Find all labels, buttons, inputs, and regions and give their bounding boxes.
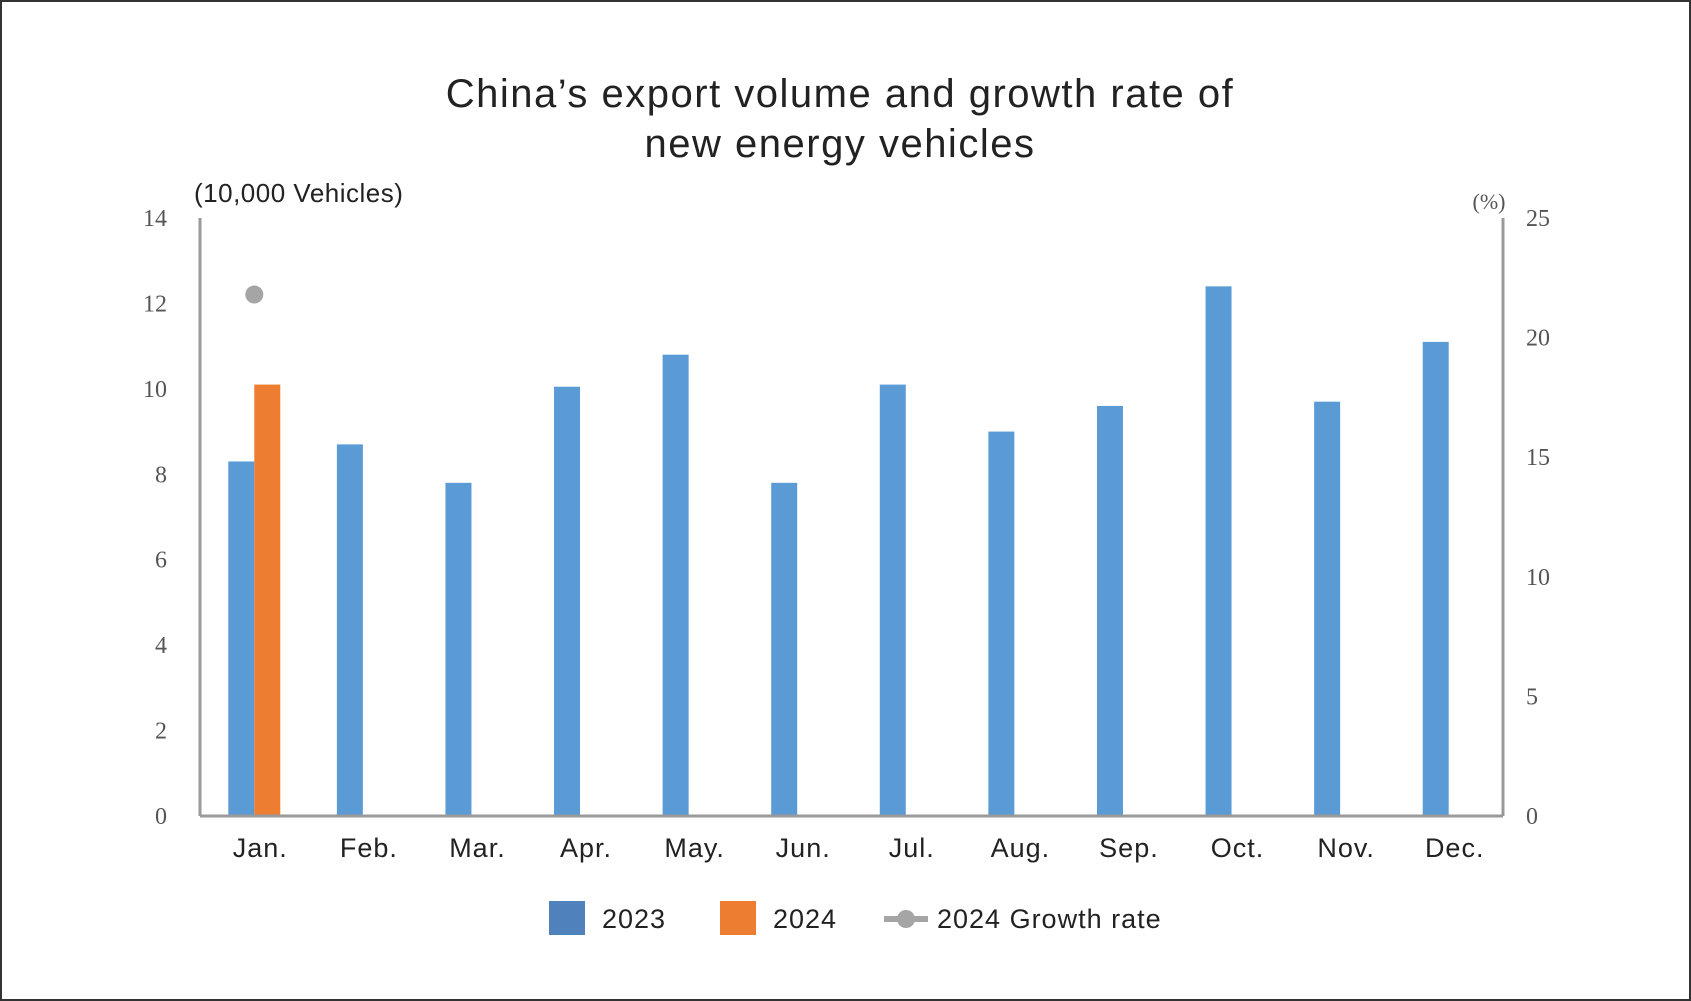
x-tick-label: Aug. [991, 833, 1051, 863]
x-tick-label: Mar. [449, 833, 506, 863]
bar-2023-dec [1422, 341, 1449, 816]
bar-2023-sep [1096, 405, 1123, 816]
bar-2023-may [662, 354, 689, 816]
legend-label-2024: 2024 [773, 904, 837, 934]
bar-2023-feb [336, 444, 363, 816]
x-tick-label: Nov. [1317, 833, 1375, 863]
bar-2023-apr [554, 386, 581, 816]
x-tick-label: Dec. [1425, 833, 1485, 863]
x-tick-label: Apr. [560, 833, 612, 863]
x-tick-label: May. [664, 833, 725, 863]
x-tick-label: Jun. [776, 833, 831, 863]
bar-2023-jan [228, 461, 255, 816]
legend-swatch-2023 [549, 901, 585, 935]
bar-2023-aug [988, 431, 1015, 816]
left-y-tick-label: 2 [155, 719, 167, 745]
chart-title-line-1: China’s export volume and growth rate of [446, 72, 1235, 116]
bar-2023-mar [445, 482, 472, 816]
left-y-tick-label: 14 [143, 206, 167, 232]
bar-2023-nov [1314, 401, 1341, 816]
x-tick-label: Sep. [1099, 833, 1159, 863]
legend-label-2023: 2023 [602, 904, 666, 934]
bar-2024-jan [254, 384, 281, 816]
left-y-tick-label: 0 [155, 804, 167, 830]
bar-2023-oct [1205, 286, 1232, 816]
x-tick-label: Jul. [889, 833, 935, 863]
left-y-tick-label: 6 [155, 548, 167, 574]
right-y-tick-label: 20 [1526, 326, 1550, 352]
left-y-tick-label: 10 [143, 377, 167, 403]
right-y-tick-label: 5 [1526, 684, 1538, 710]
bar-2023-jun [771, 482, 798, 816]
bar-2023-jul [879, 384, 906, 816]
right-y-tick-label: 15 [1526, 445, 1550, 471]
legend: 2023 2024 2024 Growth rate [549, 901, 1162, 935]
chart-title-line-2: new energy vehicles [645, 122, 1036, 166]
left-y-tick-label: 12 [143, 291, 167, 317]
legend-swatch-2024 [720, 901, 756, 935]
x-tick-label: Oct. [1211, 833, 1265, 863]
right-axis-unit-label: (%) [1473, 189, 1506, 214]
x-tick-label: Feb. [340, 833, 398, 863]
right-y-tick-label: 25 [1526, 206, 1550, 232]
left-y-tick-label: 8 [155, 462, 167, 488]
growth-rate-point-jan [245, 285, 264, 304]
legend-marker-growth [897, 910, 915, 928]
x-tick-label: Jan. [233, 833, 288, 863]
right-y-tick-label: 10 [1526, 565, 1550, 591]
legend-label-growth-rate: 2024 Growth rate [937, 904, 1162, 934]
left-y-tick-label: 4 [155, 633, 167, 659]
left-axis-unit-label: (10,000 Vehicles) [194, 178, 403, 208]
right-y-tick-label: 0 [1526, 804, 1538, 830]
